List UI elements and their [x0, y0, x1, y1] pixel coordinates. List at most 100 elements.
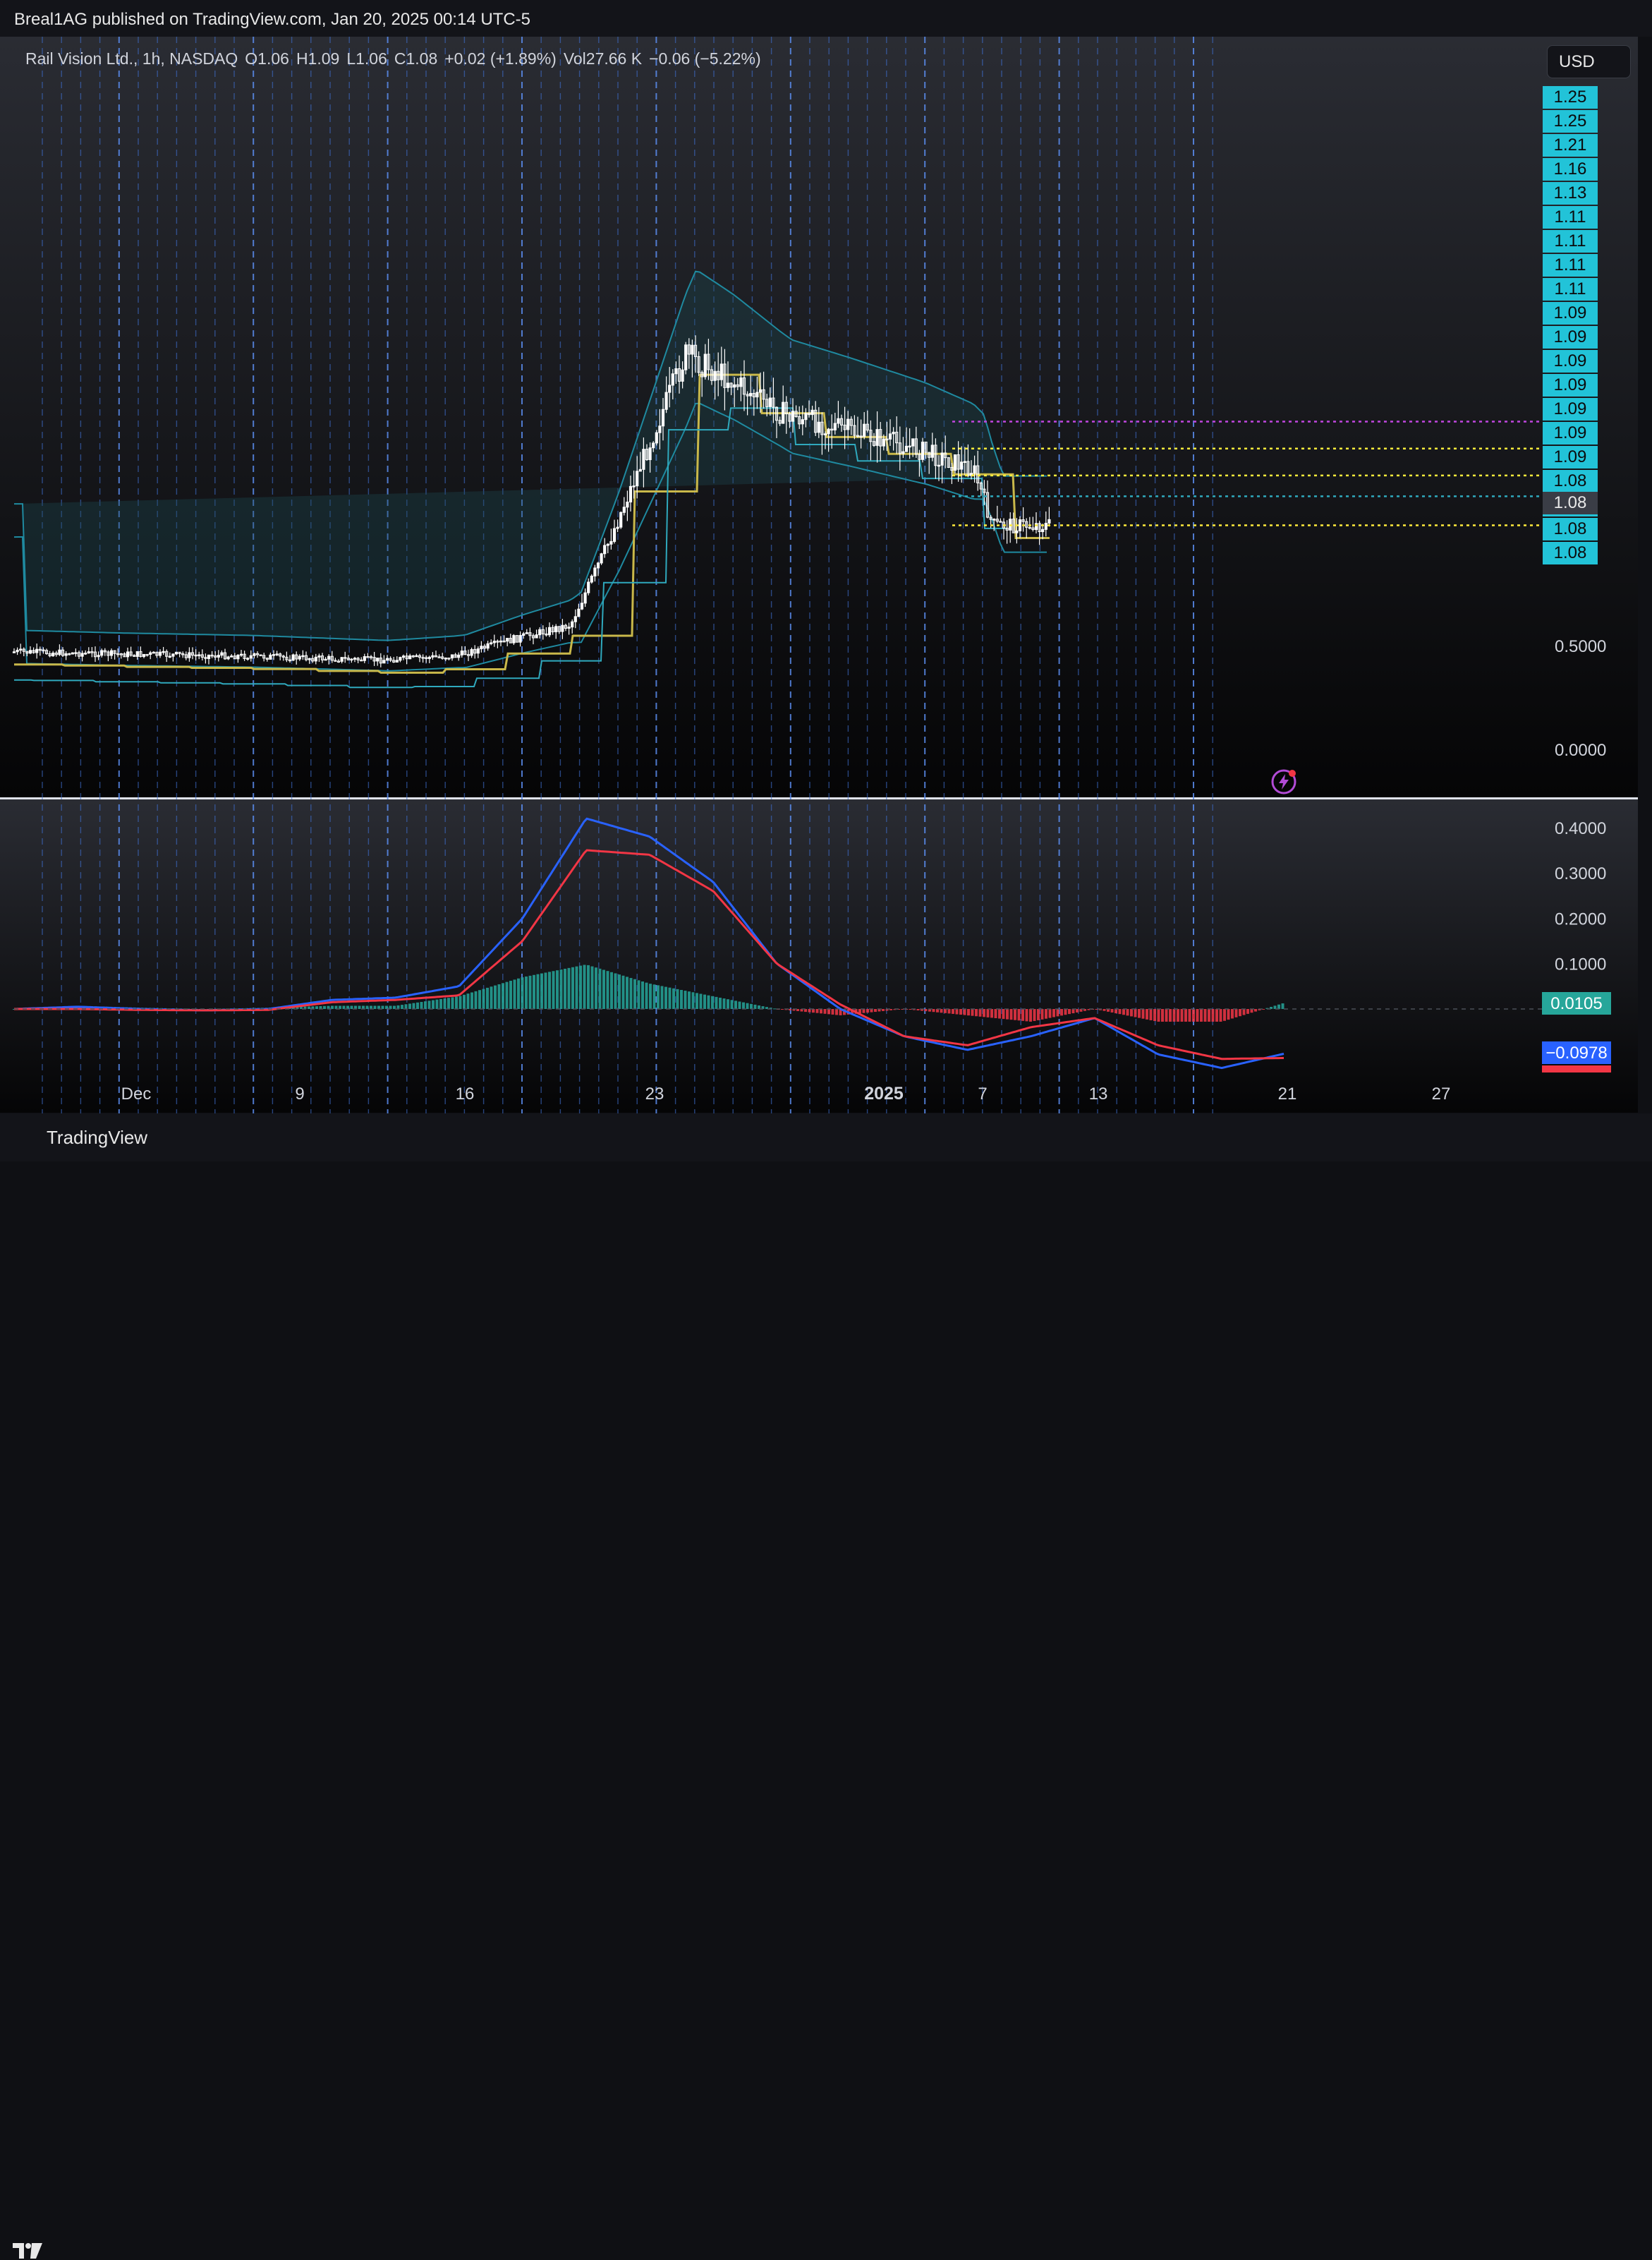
candle-body [622, 507, 626, 513]
candle-body [288, 659, 292, 662]
pane-divider[interactable] [0, 797, 1638, 799]
macd-histogram-bar [1157, 1009, 1160, 1022]
candle-body [609, 540, 613, 545]
candle-body [729, 382, 733, 388]
macd-histogram-bar [1258, 1009, 1261, 1010]
candle-body [165, 651, 169, 657]
candle-body [590, 575, 593, 583]
candle-body [885, 438, 889, 441]
candle-body [217, 655, 220, 658]
macd-histogram-bar [831, 1009, 834, 1015]
price-label: 1.21 [1554, 135, 1587, 155]
macd-histogram-bar [812, 1009, 815, 1013]
candle-body [395, 660, 399, 663]
candle-body [928, 452, 931, 458]
macd-histogram-bar [994, 1009, 997, 1018]
macd-histogram-bar [928, 1009, 931, 1012]
current-price-box [1543, 492, 1598, 514]
macd-histogram-bar [781, 1009, 784, 1010]
candle-body [593, 567, 597, 576]
macd-histogram-bar [393, 1005, 396, 1009]
macd-histogram-bar [971, 1009, 974, 1016]
candle-body [875, 429, 879, 446]
candle-body [807, 413, 811, 416]
macd-histogram-bar [451, 997, 454, 1009]
price-label-box [1543, 230, 1598, 253]
macd-histogram-bar [1052, 1009, 1055, 1017]
macd-histogram-bar [583, 965, 586, 1009]
candle-body [823, 433, 827, 435]
candle-body [269, 654, 272, 660]
candle-body [934, 445, 937, 466]
candle-body [947, 457, 950, 468]
macd-histogram-bar [598, 968, 602, 1009]
candle-body [765, 399, 769, 407]
macd-histogram-bar [1037, 1009, 1040, 1020]
time-axis-label: Dec [121, 1084, 152, 1104]
macd-histogram-bar [921, 1009, 923, 1011]
candle-body [1034, 523, 1038, 531]
macd-histogram-bar [1153, 1009, 1156, 1022]
macd-histogram-bar [1118, 1009, 1122, 1015]
price-label: 1.09 [1554, 399, 1587, 418]
candle-body [200, 654, 204, 658]
flash-icon[interactable] [1270, 768, 1298, 796]
candle-body [486, 643, 490, 649]
macd-histogram-bar [808, 1009, 811, 1013]
candle-body [531, 635, 535, 639]
candle-body [463, 650, 467, 655]
candle-body [628, 485, 633, 503]
candle-body [817, 421, 820, 433]
macd-histogram-bar [722, 998, 726, 1009]
chart-canvas[interactable]: 1.25 1.25 1.21 1.16 1.13 1.11 1.11 1.11 1.11 1.09… [0, 0, 1652, 1161]
macd-histogram-bar [614, 973, 617, 1009]
candle-body [71, 652, 74, 655]
macd-histogram-bar [765, 1007, 768, 1009]
macd-histogram-bar [412, 1003, 415, 1009]
macd-histogram-bar [1184, 1009, 1187, 1022]
candle-body [713, 370, 717, 381]
candle-body [937, 464, 941, 467]
candle-body [379, 658, 382, 664]
tradingview-brand[interactable]: TradingView [47, 1127, 148, 1148]
macd-histogram-bar [1126, 1009, 1129, 1016]
candle-body [976, 465, 980, 483]
candle-body [661, 409, 665, 427]
candle-body [190, 652, 195, 656]
macd-histogram-bar [536, 974, 540, 1009]
macd-histogram-bar [602, 969, 605, 1009]
macd-histogram-bar [792, 1009, 796, 1011]
candle-body [253, 653, 256, 656]
candle-body [502, 640, 506, 643]
price-label-box [1543, 158, 1598, 181]
time-axis-label: 16 [456, 1084, 475, 1104]
candle-body [444, 658, 447, 660]
candle-body [1041, 528, 1045, 533]
legend-low: L1.06 [346, 49, 387, 68]
macd-histogram-bar [866, 1009, 869, 1013]
candle-body [149, 652, 152, 655]
candle-body [340, 657, 344, 662]
time-axis-label: 13 [1089, 1084, 1108, 1104]
macd-histogram-bar [370, 1005, 372, 1009]
candle-body [632, 485, 636, 488]
candle-body [281, 655, 285, 658]
candle-body [638, 469, 642, 472]
currency-button[interactable]: USD [1547, 45, 1631, 78]
tradingview-logo-icon[interactable] [13, 2242, 42, 2260]
macd-histogram-bar [1025, 1009, 1028, 1022]
candle-body [123, 653, 126, 658]
price-label-box [1543, 134, 1598, 157]
candle-body [888, 433, 892, 440]
macd-histogram-bar [637, 980, 640, 1009]
candle-body [1021, 519, 1025, 522]
macd-histogram-bar [548, 972, 551, 1009]
candle-body [392, 660, 396, 663]
macd-histogram-bar [1021, 1009, 1024, 1021]
price-label: 1.11 [1555, 231, 1586, 250]
candle-body [749, 392, 753, 397]
candle-body [830, 428, 834, 431]
macd-histogram-bar [420, 1001, 423, 1009]
candle-body [827, 428, 830, 435]
macd-histogram-bar [815, 1009, 819, 1013]
